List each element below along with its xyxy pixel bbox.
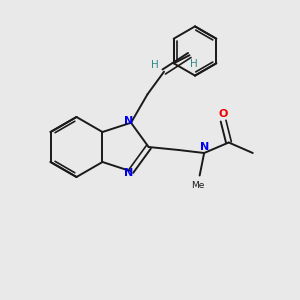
Text: H: H bbox=[190, 59, 198, 69]
Text: N: N bbox=[124, 168, 133, 178]
Text: N: N bbox=[124, 116, 133, 126]
Text: N: N bbox=[200, 142, 209, 152]
Text: O: O bbox=[219, 109, 228, 119]
Text: Me: Me bbox=[191, 181, 205, 190]
Text: H: H bbox=[151, 60, 159, 70]
